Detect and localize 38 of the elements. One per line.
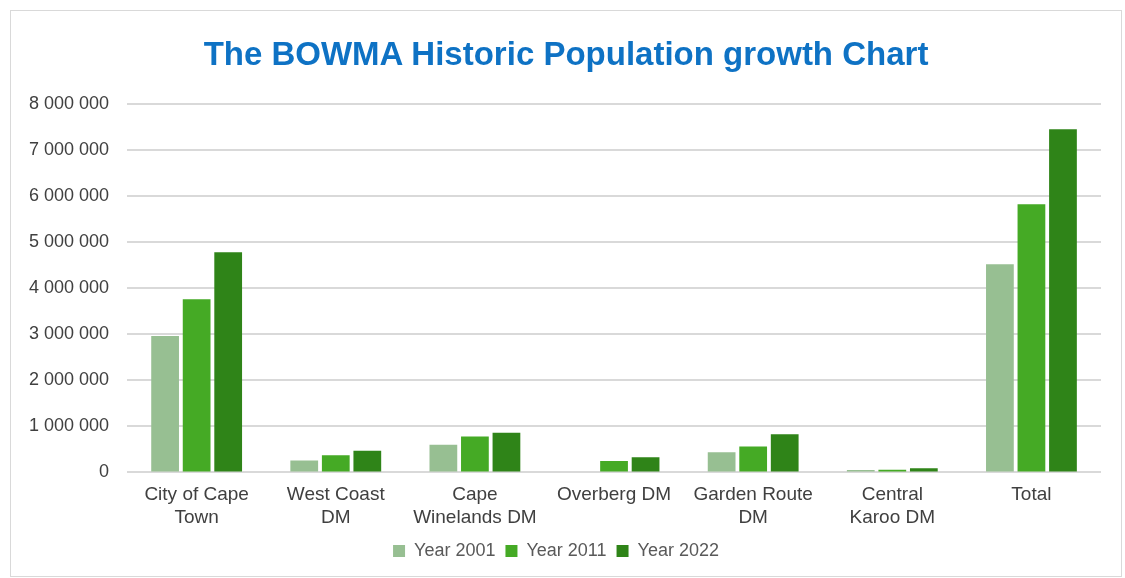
x-tick-label: City of Cape Town [144, 483, 249, 527]
x-tick-label: Total [1011, 483, 1052, 505]
bar [739, 446, 768, 472]
x-tick-label: Central Karoo DM [849, 483, 936, 527]
legend-label: Year 2011 [526, 539, 607, 560]
bar [151, 336, 179, 472]
bar [214, 252, 243, 472]
y-tick-label: 4 000 000 [29, 277, 110, 298]
y-tick-label: 1 000 000 [29, 415, 110, 436]
x-tick-label: Overberg DM [557, 483, 672, 505]
y-tick-label: 0 [99, 461, 110, 482]
y-tick-label: 2 000 000 [29, 369, 110, 390]
y-tick-label: 5 000 000 [29, 230, 110, 251]
bar [600, 460, 628, 472]
y-tick-label: 7 000 000 [29, 138, 110, 159]
y-tick-label: 8 000 000 [29, 92, 110, 113]
legend-label: Year 2001 [414, 539, 496, 560]
bar [1049, 129, 1077, 472]
bar [770, 434, 799, 472]
y-tick-label: 6 000 000 [29, 184, 110, 205]
x-tick-label: Garden Route DM [693, 483, 813, 527]
y-tick-label: 3 000 000 [29, 323, 110, 344]
bar [986, 264, 1014, 472]
x-tick-label: West Coast DM [286, 483, 386, 527]
bar [492, 432, 521, 472]
bar [707, 452, 736, 472]
x-tick-label: Cape Winelands DM [413, 483, 537, 527]
bar [461, 436, 489, 472]
bar [909, 468, 938, 472]
chart-title: The BOWMA Historic Population growth Chart [202, 35, 930, 74]
bar [631, 457, 660, 472]
bar [182, 299, 211, 472]
bar [429, 444, 458, 472]
bar [290, 460, 319, 472]
legend-label: Year 2022 [637, 539, 719, 560]
bar [321, 455, 350, 472]
bar [1017, 204, 1046, 472]
bar [353, 450, 382, 472]
